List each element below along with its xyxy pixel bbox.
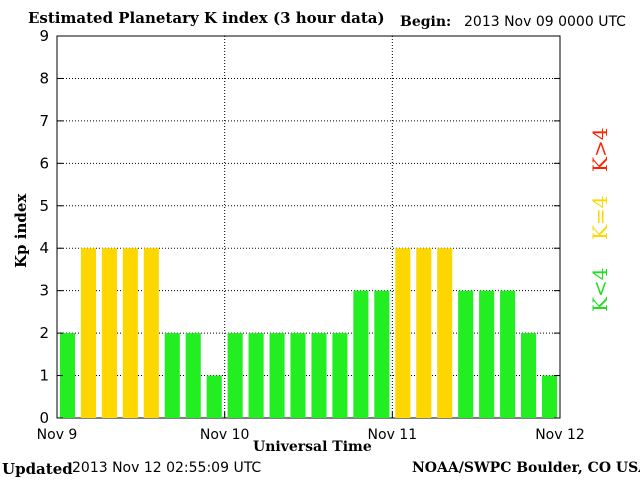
updated-value: 2013 Nov 12 02:55:09 UTC	[72, 460, 262, 476]
y-tick-label: 8	[39, 69, 49, 87]
kp-bar	[374, 290, 390, 418]
kp-bar	[248, 333, 264, 418]
kp-bar	[227, 333, 243, 418]
kp-bar	[541, 375, 558, 418]
y-axis-label: Kp index	[12, 193, 30, 268]
kp-bar	[416, 248, 432, 418]
kp-bar	[80, 248, 96, 418]
kp-bar	[395, 248, 411, 418]
kp-bar	[269, 333, 285, 418]
kp-bar	[311, 333, 327, 418]
y-tick-label: 4	[39, 239, 49, 257]
legend-k-high: K>4	[588, 127, 612, 172]
kp-bar	[290, 333, 306, 418]
kp-bar	[164, 333, 180, 418]
kp-bar	[59, 333, 76, 418]
kp-bar	[206, 375, 222, 418]
legend-k-equal: K=4	[588, 195, 612, 240]
y-tick-label: 6	[39, 154, 49, 172]
y-tick-label: 3	[39, 282, 49, 300]
y-tick-label: 2	[39, 324, 49, 342]
x-tick-label: Nov 12	[535, 427, 585, 443]
y-tick-label: 0	[39, 409, 49, 427]
y-tick-label: 5	[39, 197, 49, 215]
x-axis-label: Universal Time	[253, 439, 372, 455]
kp-bar	[437, 248, 453, 418]
bars	[59, 248, 558, 418]
kp-bar	[101, 248, 117, 418]
kp-bar	[458, 290, 474, 418]
kp-bar	[143, 248, 159, 418]
x-tick-label: Nov 11	[368, 427, 418, 443]
kp-bar	[500, 290, 516, 418]
kp-bar	[353, 290, 369, 418]
kp-bar	[185, 333, 201, 418]
grid-lines	[57, 36, 560, 418]
chart-title: Estimated Planetary K index (3 hour data…	[28, 9, 385, 27]
kp-bar	[479, 290, 495, 418]
kp-bar	[122, 248, 138, 418]
credit-text: NOAA/SWPC Boulder, CO USA	[412, 460, 640, 476]
x-ticks: Nov 9 Nov 10 Nov 11 Nov 12	[37, 412, 585, 443]
kp-bar	[332, 333, 348, 418]
y-tick-label: 7	[39, 112, 49, 130]
legend-k-low: K<4	[588, 267, 612, 312]
kp-bar	[521, 333, 537, 418]
x-tick-label: Nov 9	[37, 427, 78, 443]
y-ticks: 0 1 2 3 4 5 6 7 8 9	[39, 27, 560, 427]
plot-frame	[56, 35, 561, 419]
y-tick-label: 1	[39, 367, 49, 385]
updated-label: Updated	[2, 460, 73, 478]
y-tick-label: 9	[39, 27, 49, 45]
begin-value: 2013 Nov 09 0000 UTC	[464, 14, 626, 30]
begin-label: Begin:	[400, 14, 452, 30]
x-tick-label: Nov 10	[200, 427, 250, 443]
